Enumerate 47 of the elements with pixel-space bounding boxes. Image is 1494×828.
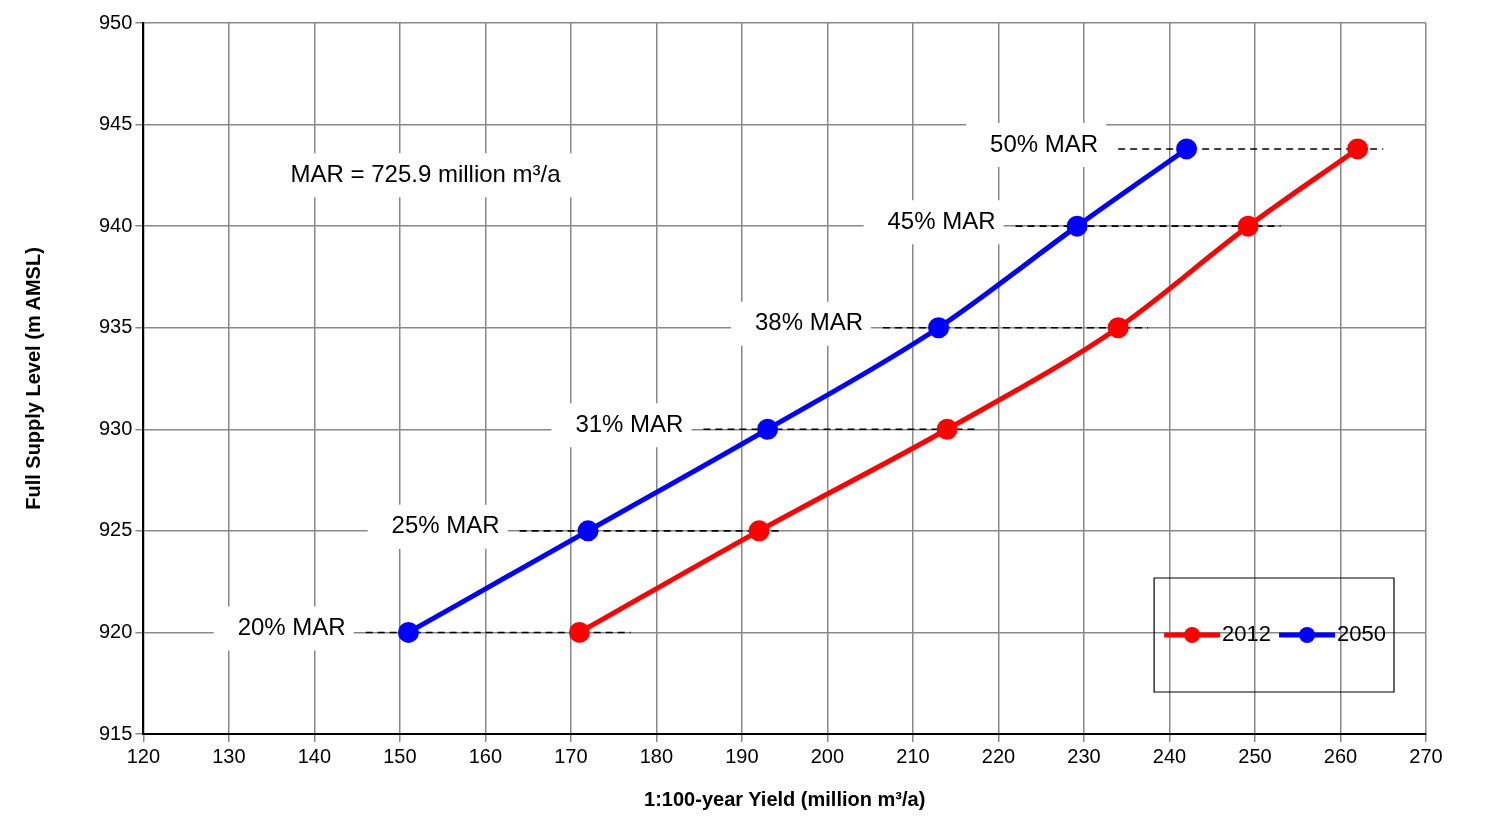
series-label: 20% MAR — [237, 613, 346, 641]
series-label: 38% MAR — [754, 308, 864, 336]
x-tick-label: 130 — [212, 744, 246, 767]
y-tick-label: 915 — [98, 721, 133, 744]
series-label: 45% MAR — [887, 206, 996, 234]
y-tick-label: 920 — [98, 619, 133, 642]
series-label: 31% MAR — [575, 409, 684, 437]
x-tick-label: 160 — [468, 744, 503, 767]
point — [936, 418, 958, 440]
y-tick-label: 930 — [98, 416, 133, 439]
legend-label: 2012 — [1222, 621, 1272, 647]
point — [1176, 138, 1198, 160]
x-axis-title: 1:100-year Yield (million m³/a) — [644, 787, 926, 810]
y-tick-label: 925 — [98, 518, 133, 541]
x-tick-label: 190 — [725, 744, 759, 767]
point — [1066, 215, 1088, 237]
series-label: 50% MAR — [990, 129, 1099, 157]
x-tick-label: 210 — [896, 744, 930, 767]
x-tick-label: 240 — [1152, 744, 1187, 767]
point — [577, 520, 599, 542]
legend-label: 2050 — [1337, 621, 1387, 647]
x-tick-label: 120 — [126, 744, 161, 767]
x-tick-label: 170 — [554, 744, 588, 767]
y-tick-label: 935 — [98, 315, 133, 338]
y-tick-label: 940 — [98, 213, 133, 236]
x-tick-label: 250 — [1238, 744, 1272, 767]
y-tick-label: 950 — [98, 10, 133, 33]
x-tick-label: 200 — [810, 744, 845, 767]
point — [1237, 215, 1259, 237]
x-tick-label: 230 — [1067, 744, 1101, 767]
x-tick-label: 150 — [383, 744, 417, 767]
x-tick-label: 180 — [639, 744, 674, 767]
point — [1107, 317, 1129, 339]
point — [1347, 138, 1369, 160]
y-axis-title: Full Supply Level (m AMSL) — [21, 247, 44, 510]
y-tick-label: 945 — [98, 112, 133, 135]
x-tick-label: 270 — [1409, 744, 1443, 767]
series-label: 25% MAR — [391, 511, 500, 539]
point — [757, 418, 779, 440]
point — [397, 621, 419, 643]
x-tick-label: 220 — [981, 744, 1016, 767]
point — [568, 621, 590, 643]
point — [748, 520, 770, 542]
x-tick-label: 140 — [297, 744, 332, 767]
point — [928, 317, 950, 339]
x-tick-label: 260 — [1323, 744, 1358, 767]
annotation: MAR = 725.9 million m³/a — [290, 159, 562, 187]
